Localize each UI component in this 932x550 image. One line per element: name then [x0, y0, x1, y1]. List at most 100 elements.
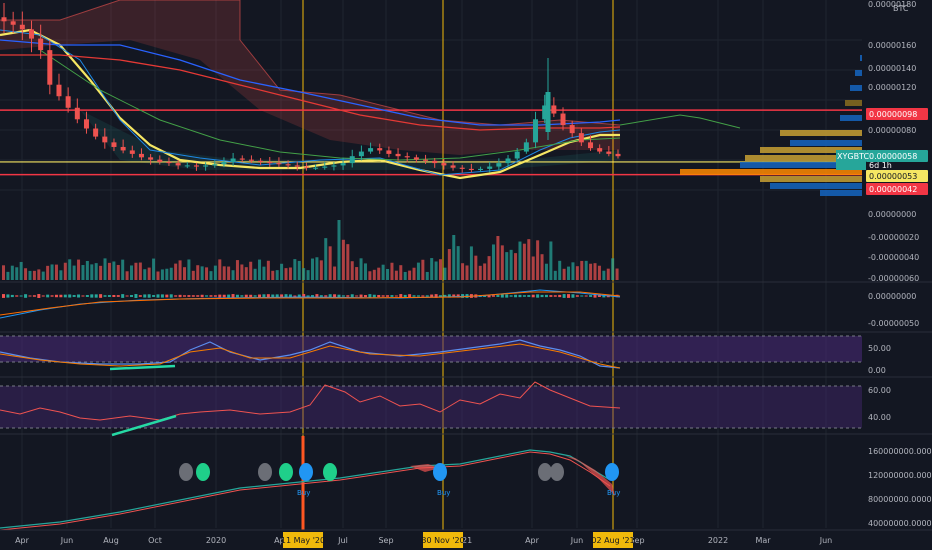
volume-bar: [597, 265, 601, 280]
macd-histogram-bar: [500, 294, 504, 298]
price-tick-3: 0.00000120: [868, 83, 916, 92]
macd-histogram-bar: [390, 295, 394, 297]
ema-green: [39, 49, 621, 161]
candle-body: [588, 142, 594, 149]
x-label-11: Sep: [629, 536, 644, 545]
macd-histogram-bar: [584, 295, 588, 297]
obv-pane[interactable]: Buy Buy Buy: [0, 449, 620, 531]
macd-pane[interactable]: [0, 289, 621, 319]
volume-bar: [28, 270, 32, 280]
rsi-tick-1: 0.00: [868, 366, 886, 375]
volume-bar: [174, 263, 178, 280]
volume-bar: [377, 267, 381, 280]
volume-bar: [227, 266, 231, 280]
volume-bar: [32, 270, 36, 280]
macd-histogram-bar: [209, 295, 213, 297]
macd-histogram-bar: [527, 295, 531, 297]
volume-bar: [536, 240, 540, 280]
candle-body: [157, 159, 163, 162]
candle-body: [331, 165, 337, 167]
volume-bar: [315, 257, 319, 280]
macd-histogram-bar: [311, 295, 314, 297]
volume-bar: [107, 262, 111, 280]
candle-body: [606, 151, 612, 154]
event-marker-0: [179, 463, 193, 481]
event-marker-2: [258, 463, 272, 481]
rsi-pane[interactable]: [0, 335, 862, 371]
volume-bar: [85, 260, 89, 280]
candle-body: [487, 166, 493, 169]
candle-body: [523, 142, 529, 152]
volume-bar: [589, 263, 593, 280]
stoch-tick-1: 40.00: [868, 413, 891, 422]
volume-bar: [505, 252, 509, 280]
volume-bar: [46, 265, 50, 280]
volume-bar: [346, 244, 350, 280]
price-tick-4: 0.00000080: [868, 126, 916, 135]
x-label-14: Jun: [819, 536, 833, 545]
volume-bar: [368, 271, 372, 280]
candle-body: [184, 165, 190, 167]
macd-histogram-bar: [571, 294, 575, 298]
macd-histogram-bar: [443, 294, 447, 298]
macd-histogram-bar: [107, 295, 111, 297]
candle-body: [1, 17, 7, 22]
candle-body: [19, 24, 25, 30]
event-marker-8: [550, 463, 564, 481]
obv-tick-0: 160000000.00000000: [868, 447, 932, 456]
macd-histogram-bar: [284, 294, 288, 298]
macd-histogram-bar: [531, 294, 535, 298]
volume-bar: [593, 263, 597, 280]
volume-bar: [359, 258, 363, 280]
macd-histogram-bar: [540, 294, 544, 298]
macd-histogram-bar: [134, 294, 138, 298]
time-scale[interactable]: AprJunAugOct2020AprJulSep2021AprJunSep20…: [0, 529, 932, 550]
volume-bar: [99, 265, 103, 280]
macd-histogram-bar: [222, 294, 226, 298]
volume-bar: [165, 268, 169, 280]
macd-histogram-bar: [112, 294, 116, 298]
rsi-line: [0, 339, 621, 369]
candle-body: [148, 157, 154, 160]
volume-bar: [425, 271, 429, 280]
obv-line: [0, 449, 611, 529]
macd-histogram-bar: [575, 295, 579, 297]
x-label-3: Oct: [148, 536, 162, 545]
stochastic-pane[interactable]: [0, 381, 862, 437]
volume-pane[interactable]: [2, 220, 619, 280]
macd-histogram-bar: [213, 295, 217, 297]
candle-body: [83, 119, 89, 129]
volume-bar: [284, 268, 288, 280]
macd-histogram-bar: [416, 295, 420, 297]
volume-bar: [580, 260, 584, 280]
candle-body: [478, 168, 484, 171]
volume-bar: [213, 265, 217, 280]
macd-histogram-bar: [125, 295, 129, 297]
price-pane[interactable]: [0, 0, 862, 196]
volume-bar: [483, 263, 487, 280]
volume-bar: [602, 270, 606, 280]
volume-bar: [403, 271, 407, 280]
x-label-2: Aug: [103, 536, 119, 545]
volume-bar: [390, 262, 394, 280]
macd-histogram-bar: [412, 295, 416, 297]
macd-histogram-bar: [355, 295, 359, 297]
macd-histogram-bar: [377, 294, 381, 298]
macd-histogram-bar: [359, 294, 363, 298]
candle-body: [47, 50, 53, 85]
macd-histogram-bar: [266, 294, 270, 298]
macd-histogram-bar: [130, 295, 134, 297]
volume-bar: [363, 263, 367, 280]
candle-body: [175, 163, 181, 166]
macd-histogram-bar: [6, 294, 10, 298]
buy-label-0: Buy: [297, 489, 310, 497]
candle-body: [203, 165, 209, 167]
macd-histogram-bar: [103, 295, 107, 297]
macd-histogram-bar: [562, 294, 566, 298]
rsi-tick-0: 50.00: [868, 344, 891, 353]
time-scale-bg: [0, 530, 932, 550]
volume-bar: [522, 243, 526, 280]
volume-bar: [386, 268, 390, 280]
event-marker-3: [279, 463, 293, 481]
